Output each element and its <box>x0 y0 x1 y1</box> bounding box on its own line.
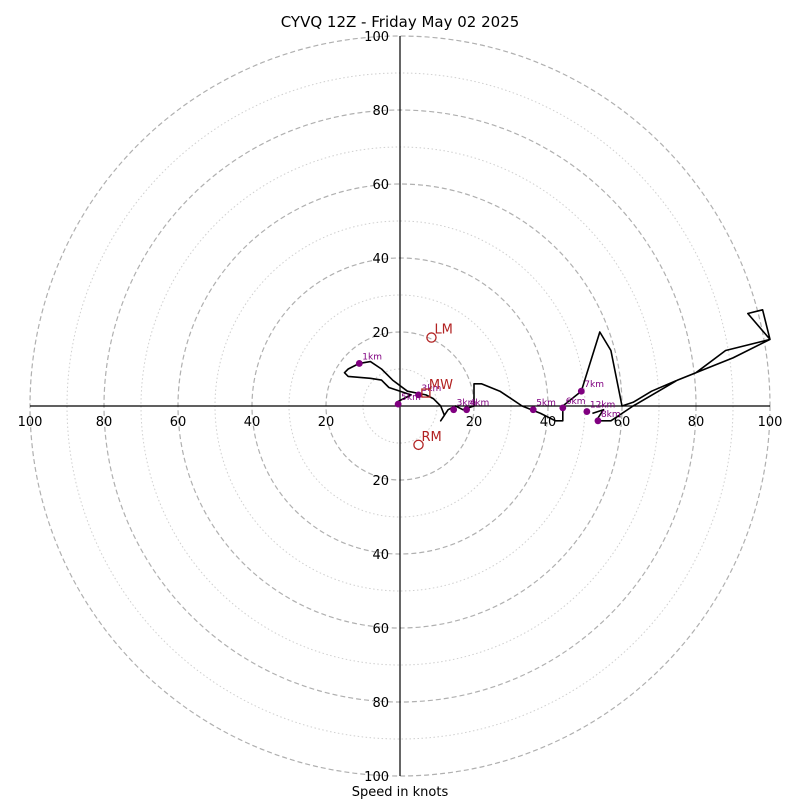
storm-motion-label: MW <box>429 378 453 393</box>
wind-trace <box>343 308 771 422</box>
tick-label-bottom: 80 <box>372 696 389 711</box>
height-point-label: 3km <box>457 399 477 409</box>
tick-label-right: 100 <box>758 415 783 430</box>
tick-label-top: 20 <box>372 326 389 341</box>
x-axis-label: Speed in knots <box>352 785 449 800</box>
height-point-marker <box>394 400 402 408</box>
height-point-label: 4km <box>470 399 490 409</box>
storm-motion-marker <box>421 388 431 398</box>
tick-label-top: 40 <box>372 252 389 267</box>
tick-label-left: 60 <box>170 415 187 430</box>
tick-label-right: 80 <box>688 415 705 430</box>
tick-label-left: 40 <box>244 415 261 430</box>
height-point-label: 12km <box>590 401 615 411</box>
tick-label-left: 100 <box>18 415 43 430</box>
height-point-label: 8km <box>601 410 621 420</box>
storm-motion-markers: LM RM MW <box>413 323 453 451</box>
tick-label-bottom: 100 <box>364 770 389 785</box>
height-point-marker <box>559 404 567 412</box>
height-point-marker <box>463 406 470 414</box>
height-point-label: 6km <box>566 397 586 407</box>
tick-label-bottom: 60 <box>372 622 389 637</box>
tick-label-bottom: 20 <box>372 474 389 489</box>
tick-label-left: 80 <box>96 415 113 430</box>
chart-title: CYVQ 12Z - Friday May 02 2025 <box>281 13 520 31</box>
tick-label-right: 60 <box>614 415 631 430</box>
storm-motion-label: LM <box>434 323 452 338</box>
height-point-marker <box>450 406 458 414</box>
height-point-label: 3km <box>422 384 442 394</box>
height-point-label: 5km <box>401 393 421 403</box>
height-point-marker <box>577 387 585 395</box>
tick-label-top: 60 <box>372 178 389 193</box>
storm-motion-marker <box>426 332 437 343</box>
tick-label-right: 20 <box>466 415 483 430</box>
height-point-label: 5km <box>536 399 556 409</box>
height-point-marker <box>355 360 363 367</box>
height-point-marker <box>583 408 591 415</box>
height-point-marker <box>415 391 422 399</box>
height-point-marker <box>594 417 602 425</box>
tick-label-left: 20 <box>318 415 335 430</box>
tick-label-top: 80 <box>372 104 389 119</box>
height-point-label: 1km <box>362 352 382 362</box>
height-point-marker <box>529 406 537 414</box>
storm-motion-label: RM <box>422 430 442 445</box>
height-point-label: 7km <box>584 380 604 390</box>
tick-labels: 2020202040404040606060608080808010010010… <box>18 30 783 785</box>
tick-label-bottom: 40 <box>372 548 389 563</box>
hodograph-line <box>343 308 771 422</box>
tick-label-top: 100 <box>364 30 389 45</box>
storm-motion-marker <box>413 439 424 451</box>
